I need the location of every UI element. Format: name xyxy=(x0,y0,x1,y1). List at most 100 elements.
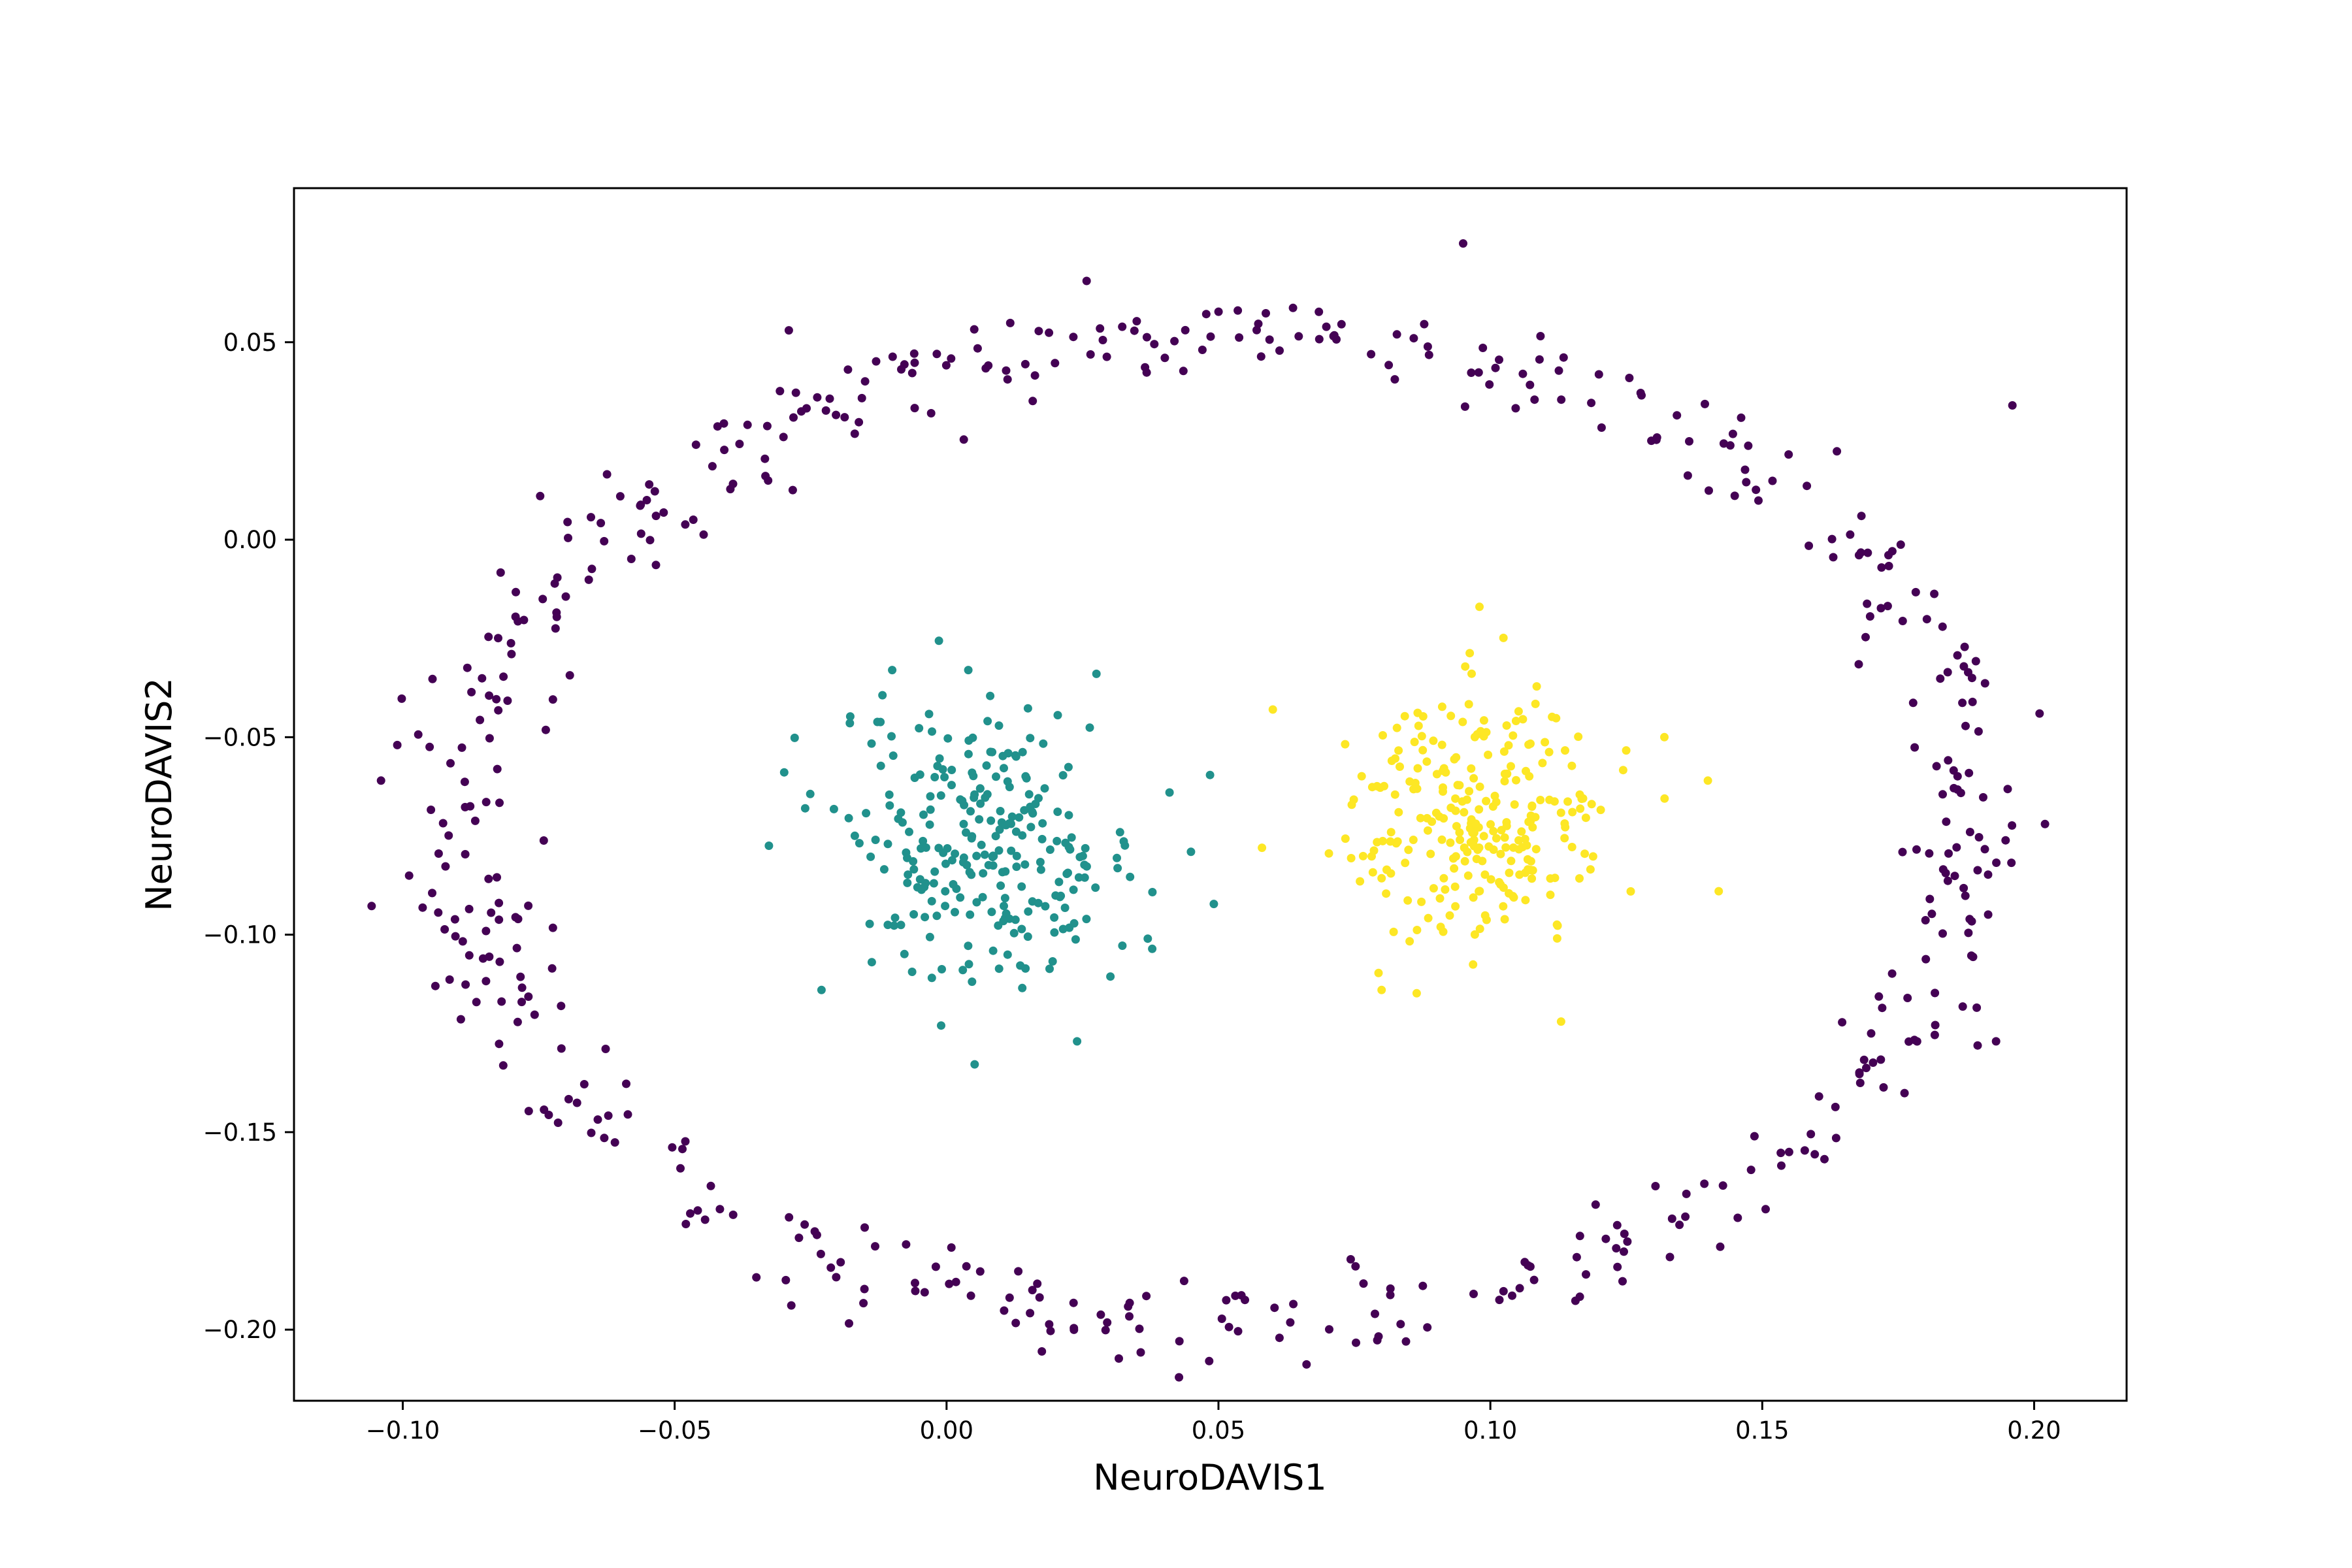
scatter-point xyxy=(1965,768,1974,777)
scatter-point xyxy=(932,911,941,921)
scatter-point xyxy=(467,687,476,696)
scatter-point xyxy=(1078,851,1087,860)
scatter-point xyxy=(428,889,436,898)
scatter-point xyxy=(1496,880,1505,889)
scatter-point xyxy=(1467,764,1476,773)
scatter-point xyxy=(1912,1037,1921,1046)
scatter-point xyxy=(636,529,645,538)
scatter-point xyxy=(1092,669,1101,678)
scatter-point xyxy=(1887,969,1897,978)
scatter-point xyxy=(1039,739,1048,748)
scatter-point xyxy=(1750,1132,1759,1141)
scatter-point xyxy=(1404,845,1413,855)
scatter-point xyxy=(943,734,953,743)
scatter-point xyxy=(1958,698,1967,708)
scatter-point xyxy=(1463,871,1473,880)
scatter-point xyxy=(564,1094,573,1103)
scatter-point xyxy=(1469,774,1478,783)
scatter-point xyxy=(860,1284,869,1294)
scatter-point xyxy=(1231,1291,1240,1300)
scatter-point xyxy=(890,921,898,930)
scatter-point xyxy=(887,732,896,741)
scatter-point xyxy=(414,730,423,739)
scatter-point xyxy=(1294,332,1303,341)
scatter-point xyxy=(1879,1083,1888,1092)
scatter-point xyxy=(883,840,892,849)
scatter-point xyxy=(524,901,533,910)
scatter-point xyxy=(1023,704,1032,713)
scatter-point xyxy=(1069,1298,1078,1307)
scatter-point xyxy=(1222,1296,1231,1305)
scatter-point xyxy=(1254,319,1263,329)
scatter-point xyxy=(1275,1333,1284,1343)
scatter-point xyxy=(1209,900,1218,909)
scatter-point xyxy=(939,848,948,857)
scatter-point xyxy=(700,1215,710,1224)
scatter-point xyxy=(1561,823,1570,832)
scatter-point xyxy=(1021,964,1030,973)
scatter-point xyxy=(1730,491,1739,500)
scatter-point xyxy=(1401,858,1410,868)
scatter-point xyxy=(1070,1325,1079,1334)
scatter-point xyxy=(1058,924,1068,934)
scatter-point xyxy=(1423,1323,1432,1332)
scatter-point xyxy=(1066,845,1075,854)
scatter-point xyxy=(1752,485,1761,495)
scatter-point xyxy=(1968,697,1977,706)
scatter-point xyxy=(1491,363,1500,372)
scatter-point xyxy=(2040,819,2050,828)
scatter-point xyxy=(1575,1292,1584,1301)
scatter-point xyxy=(969,772,978,781)
scatter-point xyxy=(959,435,968,444)
scatter-point xyxy=(1761,1205,1770,1214)
scatter-point xyxy=(938,965,946,973)
scatter-point xyxy=(1960,642,1969,651)
scatter-point xyxy=(909,910,919,919)
scatter-point xyxy=(850,831,859,840)
scatter-point xyxy=(1492,798,1501,806)
scatter-point xyxy=(1142,333,1151,342)
scatter-point xyxy=(975,1267,985,1276)
scatter-point xyxy=(1486,875,1495,884)
scatter-point xyxy=(951,907,959,917)
scatter-point xyxy=(988,946,998,955)
scatter-point xyxy=(1476,727,1485,736)
scatter-point xyxy=(1740,465,1750,474)
scatter-point xyxy=(1754,496,1763,505)
scatter-point xyxy=(1524,817,1533,826)
scatter-point xyxy=(465,951,474,960)
scatter-point xyxy=(1258,843,1267,853)
scatter-point xyxy=(1538,759,1547,768)
scatter-point xyxy=(1469,893,1478,902)
scatter-point xyxy=(1931,1021,1940,1030)
scatter-point xyxy=(445,975,454,984)
scatter-point xyxy=(1855,1079,1865,1087)
scatter-point xyxy=(1856,548,1865,557)
scatter-point xyxy=(876,717,885,727)
scatter-point xyxy=(905,827,913,836)
scatter-point xyxy=(1980,679,1989,688)
scatter-point xyxy=(1911,587,1920,596)
scatter-point xyxy=(720,446,729,455)
scatter-point xyxy=(1475,887,1484,896)
scatter-point xyxy=(1028,1286,1037,1295)
scatter-point xyxy=(951,1277,960,1286)
scatter-point xyxy=(1418,745,1428,755)
scatter-point xyxy=(907,968,917,976)
scatter-point xyxy=(1414,721,1423,730)
scatter-point xyxy=(900,949,909,958)
scatter-point xyxy=(832,1273,841,1282)
scatter-point xyxy=(984,361,993,370)
scatter-point xyxy=(817,985,826,994)
scatter-point xyxy=(1118,322,1127,331)
scatter-point xyxy=(1959,883,1968,892)
scatter-point xyxy=(1186,847,1196,857)
scatter-point xyxy=(810,1227,819,1236)
scatter-point xyxy=(1142,1292,1151,1301)
scatter-point xyxy=(1961,721,1970,730)
scatter-point xyxy=(1392,330,1401,339)
scatter-point xyxy=(1379,731,1387,740)
scatter-point xyxy=(910,774,919,782)
scatter-point xyxy=(855,839,864,848)
